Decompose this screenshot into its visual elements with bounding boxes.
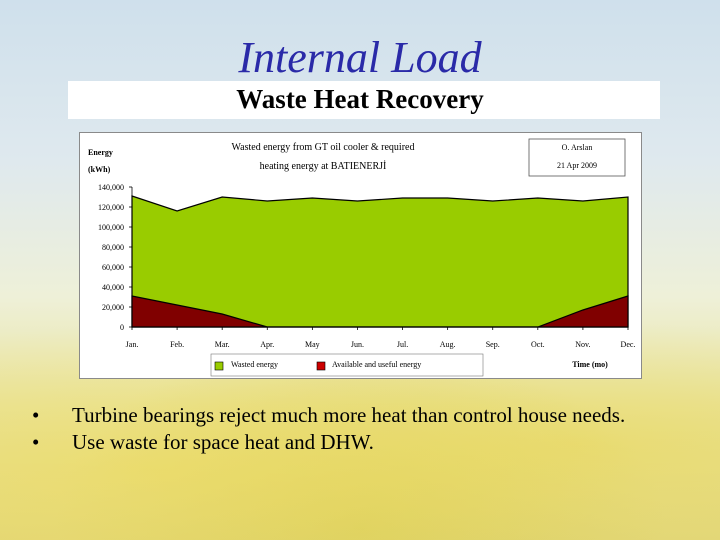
x-tick-label: Aug. [440,340,456,349]
bullet-text: Use waste for space heat and DHW. [72,430,374,454]
chart-date: 21 Apr 2009 [557,161,597,170]
bullet-item: • Turbine bearings reject much more heat… [30,404,680,427]
author-box [528,138,626,177]
chart-title-line2: heating energy at BATIENERJİ [260,160,387,172]
y-axis-label-line2: (kWh) [88,165,111,174]
bullet-list: • Turbine bearings reject much more heat… [30,404,680,458]
x-tick-label: Oct. [531,340,545,349]
chart-author: O. Arslan [562,143,593,152]
y-tick-label: 40,000 [102,283,124,292]
legend-label-available: Available and useful energy [332,360,421,369]
x-tick-label: Jun. [351,340,364,349]
bullet-marker: • [32,403,40,427]
slide-subtitle: Waste Heat Recovery [236,84,484,114]
bullet-marker: • [32,430,40,454]
y-tick-label: 80,000 [102,243,124,252]
legend-swatch-wasted [214,361,224,371]
bullet-text: Turbine bearings reject much more heat t… [72,403,626,427]
legend-label-wasted: Wasted energy [231,360,278,369]
y-tick-label: 140,000 [98,183,124,192]
x-tick-label: Sep. [486,340,500,349]
subtitle-band [68,81,660,119]
chart-frame: Wasted energy from GT oil cooler & requi… [79,132,642,379]
x-tick-label: Feb. [170,340,184,349]
y-tick-label: 120,000 [98,203,124,212]
x-tick-label: Apr. [260,340,274,349]
chart-title-line1: Wasted energy from GT oil cooler & requi… [232,142,415,153]
x-tick-label: Jan. [126,340,139,349]
x-tick-label: Jul. [397,340,408,349]
legend-box [210,353,484,377]
legend-swatch-available [316,361,326,371]
y-tick-label: 0 [120,323,124,332]
y-tick-label: 60,000 [102,263,124,272]
y-tick-label: 20,000 [102,303,124,312]
x-tick-label: May [305,340,320,349]
x-tick-label: Dec. [621,340,636,349]
y-axis-label-line1: Energy [88,148,113,157]
area-series-0 [131,195,629,328]
bullet-item: • Use waste for space heat and DHW. [30,431,680,454]
x-tick-label: Mar. [215,340,230,349]
x-tick-label: Nov. [575,340,590,349]
x-axis-label: Time (mo) [572,360,608,369]
y-tick-label: 100,000 [98,223,124,232]
area-chart: Wasted energy from GT oil cooler & requi… [88,138,636,377]
slide-title: Internal Load [238,33,482,82]
